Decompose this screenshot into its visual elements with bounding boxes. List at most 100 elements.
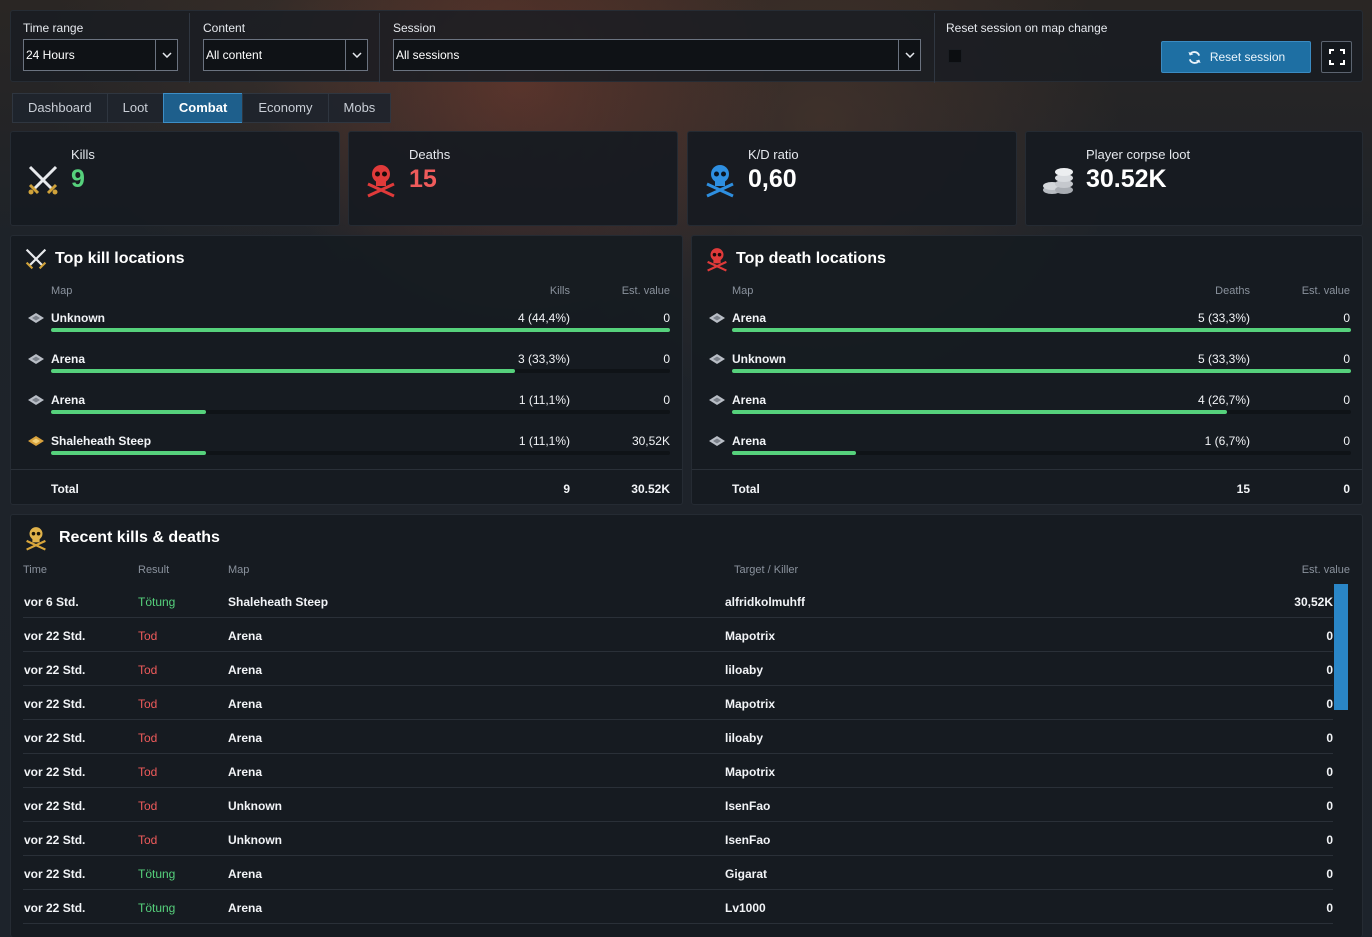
kd-ratio-label: K/D ratio — [748, 147, 799, 162]
content-value: All content — [206, 48, 263, 62]
share-bar — [51, 410, 670, 414]
tab-combat[interactable]: Combat — [162, 93, 244, 123]
content-select[interactable]: All content — [203, 39, 368, 71]
chevron-down-icon — [345, 40, 367, 70]
total-value: 0 — [1343, 482, 1350, 496]
reset-session-label: Reset session — [1209, 50, 1286, 64]
corpse-loot-label: Player corpse loot — [1086, 147, 1191, 162]
row-target: Mapotrix — [725, 697, 776, 711]
table-row[interactable]: vor 22 Std. Tod Arena Mapotrix 0 — [23, 618, 1333, 652]
table-row[interactable]: vor 22 Std. Tod Unknown IsenFao 0 — [23, 822, 1333, 856]
table-row[interactable]: vor 22 Std. Tötung Arena Gigarat 0 — [23, 856, 1333, 890]
session-select[interactable]: All sessions — [393, 39, 921, 71]
top-kill-locations-panel: Top kill locations Map Kills Est. value … — [10, 235, 683, 505]
table-row[interactable]: vor 22 Std. Tod Unknown IsenFao 0 — [23, 788, 1333, 822]
row-value: 0 — [1326, 629, 1333, 643]
diamond-map-icon — [709, 313, 725, 323]
row-time: vor 22 Std. — [24, 765, 86, 779]
panel-title: Top death locations — [736, 250, 886, 267]
table-row[interactable]: vor 22 Std. Tod Arena Mapotrix 0 — [23, 686, 1333, 720]
diamond-map-icon — [28, 395, 44, 405]
fullscreen-button[interactable] — [1321, 41, 1352, 73]
reset-on-map-change-label: Reset session on map change — [946, 21, 1108, 35]
row-target: liloaby — [725, 731, 764, 745]
row-time: vor 22 Std. — [24, 731, 86, 745]
table-row[interactable]: vor 22 Std. Tötung Arena Lv1000 0 — [23, 890, 1333, 924]
time-range-group: Time range 24 Hours — [23, 13, 190, 83]
share-bar-fill — [51, 410, 206, 414]
kills-label: Kills — [71, 147, 95, 162]
row-time: vor 6 Std. — [24, 595, 79, 609]
location-count: 4 (26,7%) — [1197, 393, 1250, 407]
row-target: Lv1000 — [725, 901, 766, 915]
row-value: 0 — [1326, 697, 1333, 711]
tab-loot[interactable]: Loot — [106, 93, 164, 123]
diamond-map-icon — [28, 313, 44, 323]
table-row[interactable]: vor 22 Std. Tod Arena liloaby 0 — [23, 720, 1333, 754]
row-map: Unknown — [228, 833, 282, 847]
location-name: Unknown — [732, 352, 786, 366]
reset-on-map-change-checkbox[interactable] — [948, 49, 962, 63]
content-group: Content All content — [203, 13, 380, 83]
table-row[interactable]: vor 22 Std. Tod Arena liloaby 0 — [23, 652, 1333, 686]
location-row: Shaleheath Steep 1 (11,1%) 30,52K — [11, 431, 682, 472]
kills-value: 9 — [71, 165, 85, 193]
column-header-time: Time — [23, 564, 48, 576]
table-row[interactable]: vor 22 Std. Tod Arena Mapotrix 0 — [23, 754, 1333, 788]
location-count: 5 (33,3%) — [1197, 352, 1250, 366]
row-target: liloaby — [725, 663, 764, 677]
tab-economy[interactable]: Economy — [242, 93, 329, 123]
row-map: Arena — [228, 731, 263, 745]
divider — [934, 13, 935, 83]
time-range-select[interactable]: 24 Hours — [23, 39, 178, 71]
row-time: vor 22 Std. — [24, 697, 86, 711]
content-label: Content — [203, 21, 246, 35]
diamond-map-icon — [28, 354, 44, 364]
share-bar — [51, 328, 670, 332]
row-time: vor 22 Std. — [24, 663, 86, 677]
row-map: Arena — [228, 697, 263, 711]
table-row[interactable]: vor 6 Std. Tötung Shaleheath Steep alfridko… — [23, 584, 1333, 618]
reset-session-button[interactable]: Reset session — [1161, 41, 1311, 73]
table-scrollbar[interactable] — [1334, 584, 1348, 710]
filter-bar: Time range 24 Hours Content All content … — [10, 10, 1363, 83]
total-value: 30.52K — [631, 482, 670, 496]
column-header-target-killer: Target / Killer — [734, 564, 799, 576]
session-value: All sessions — [396, 48, 460, 62]
deaths-value: 15 — [409, 165, 437, 193]
location-name: Shaleheath Steep — [51, 434, 152, 448]
deaths-card: Deaths 15 — [348, 131, 678, 226]
row-map: Arena — [228, 901, 263, 915]
row-map: Shaleheath Steep — [228, 595, 329, 609]
location-name: Arena — [732, 434, 767, 448]
location-count: 1 (11,1%) — [518, 434, 570, 448]
kd-ratio-card: K/D ratio 0,60 — [687, 131, 1017, 226]
session-label: Session — [393, 21, 436, 35]
row-time: vor 22 Std. — [24, 833, 86, 847]
gold-map-icon — [28, 436, 44, 446]
column-header-est-value: Est. value — [621, 285, 670, 297]
location-value: 0 — [663, 352, 670, 366]
row-target: alfridkolmuhff — [725, 595, 805, 609]
recent-kills-deaths-panel: Recent kills & deaths Time Result Map Ta… — [10, 514, 1363, 937]
column-header-kills: Kills — [549, 285, 570, 297]
total-label: Total — [51, 482, 79, 496]
share-bar-fill — [732, 410, 1228, 414]
location-value: 0 — [1343, 434, 1350, 448]
total-count: 15 — [1236, 482, 1250, 496]
gold-skull-icon — [26, 527, 46, 551]
top-death-locations-panel: Top death locations Map Deaths Est. valu… — [691, 235, 1363, 505]
tab-dashboard[interactable]: Dashboard — [12, 93, 108, 123]
row-value: 0 — [1326, 833, 1333, 847]
row-time: vor 22 Std. — [24, 867, 86, 881]
location-row: Unknown 4 (44,4%) 0 — [11, 308, 682, 349]
row-value: 0 — [1326, 867, 1333, 881]
row-target: Mapotrix — [725, 765, 776, 779]
row-result: Tod — [138, 833, 158, 847]
row-time: vor 22 Std. — [24, 901, 86, 915]
location-row: Arena 5 (33,3%) 0 — [692, 308, 1362, 349]
location-name: Arena — [51, 352, 86, 366]
tab-mobs[interactable]: Mobs — [327, 93, 392, 123]
kd-ratio-value: 0,60 — [748, 165, 797, 193]
total-row: Total 9 30.52K — [11, 469, 682, 505]
